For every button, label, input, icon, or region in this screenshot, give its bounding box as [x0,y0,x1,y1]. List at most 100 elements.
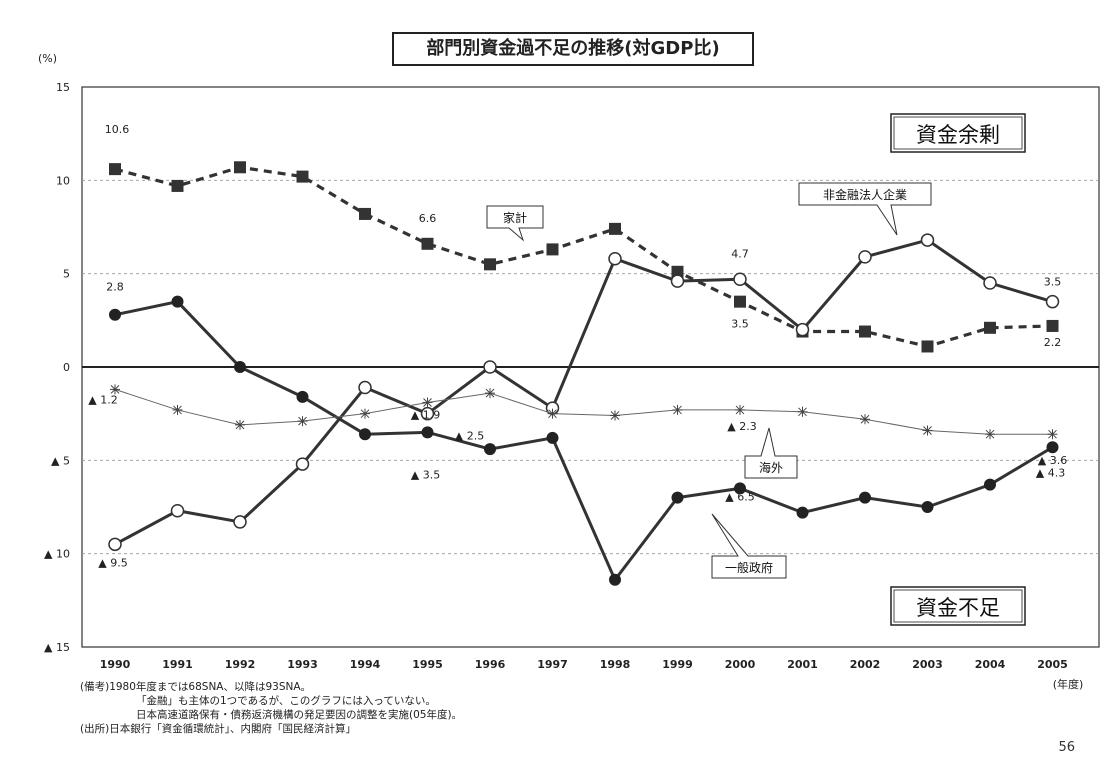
point-label: 3.5 [1044,276,1062,289]
point-marker [797,406,808,417]
point-marker [546,243,559,256]
point-label: ▲ 3.5 [411,468,440,481]
point-label: 4.7 [731,247,749,260]
point-marker [860,414,870,425]
point-marker [922,425,933,436]
notes: (備考)1980年度までは68SNA、以降は93SNA。 「金融」も主体の1つで… [80,680,462,736]
x-tick-label: 1995 [412,658,443,671]
point-label: 2.2 [1044,336,1062,349]
series-line [114,165,1053,349]
note-line-2: 「金融」も主体の1つであるが、このグラフには入っていない。 [136,695,436,707]
point-marker [671,491,684,504]
point-marker [1046,441,1059,454]
point-label: 2.8 [106,281,124,294]
callout-household-label: 家計 [503,210,527,225]
point-marker [983,276,997,290]
point-marker [485,388,495,399]
y-tick-label: 10 [56,174,70,187]
x-tick-label: 1997 [537,658,568,671]
point-marker [547,408,558,419]
point-marker [734,482,746,495]
point-marker [984,478,996,491]
point-label: 6.6 [419,212,437,225]
callout-government: 一般政府 [711,513,787,579]
note-line-1: (備考)1980年度までは68SNA、以降は93SNA。 [80,681,312,693]
point-marker [733,272,747,287]
point-marker [170,503,185,518]
point-marker [171,295,184,308]
point-marker [920,233,935,247]
point-marker [484,443,496,456]
point-marker [420,406,435,421]
y-axis-unit: (%) [38,52,57,65]
gridlines [82,179,1099,555]
point-marker [608,251,622,266]
callout-corporate-label: 非金融法人企業 [823,187,907,202]
point-marker [235,419,245,430]
point-marker [795,322,810,337]
x-tick-label: 1994 [350,658,381,671]
chart-title: 部門別資金過不足の推移(対GDP比) [392,32,754,66]
point-label: ▲ 4.3 [1036,466,1065,479]
point-marker [610,410,620,421]
surplus-label-box: 資金余剰 [890,113,1026,153]
point-marker [1046,319,1059,332]
y-axis-ticks: 15 10 5 0 ▲ 5 ▲ 10 ▲ 15 [44,81,70,654]
callout-foreign: 海外 [744,427,798,479]
surplus-label: 資金余剰 [916,123,1000,147]
point-marker [1047,429,1058,440]
point-marker [360,408,370,419]
point-label: ▲ 6.5 [725,490,754,503]
note-line-4: (出所)日本銀行「資金循環統計」、内閣府「国民経済計算」 [80,723,356,735]
y-tick-label: 0 [63,361,70,374]
point-marker [295,457,310,471]
point-label: ▲ 3.6 [1038,454,1067,467]
y-tick-label: 15 [56,81,70,94]
x-tick-label: 1990 [100,658,131,671]
point-marker [109,308,121,321]
point-label: 10.6 [105,123,130,136]
point-marker [359,207,371,220]
point-labels: 10.6 6.6 4.7 3.5 3.5 2.2 2.8 ▲ 1.2 ▲ 1.9 ▲ 2.5 ▲ 3… [88,123,1067,569]
note-line-3: 日本高速道路保有・債務返済機構の発足要因の調整を実施(05年度)。 [136,709,463,721]
x-tick-label: 2001 [787,658,818,671]
x-tick-label: 1991 [162,658,193,671]
callout-government-label: 一般政府 [725,560,773,575]
series-0 [109,161,1059,353]
deficit-label: 資金不足 [916,596,1000,620]
point-marker [421,237,434,250]
point-marker [297,416,308,427]
series-line [114,388,1053,435]
callout-corporate: 非金融法人企業 [798,182,932,236]
series-line [114,238,1053,546]
point-marker [921,340,934,353]
point-label: ▲ 9.5 [98,556,127,569]
series-3 [110,384,1058,440]
x-axis-unit: (年度) [1053,677,1084,691]
point-label: ▲ 1.9 [411,408,440,421]
point-marker [985,429,995,440]
point-marker [859,491,871,504]
x-tick-label: 2003 [912,658,943,671]
point-marker [234,361,246,373]
point-label: ▲ 2.3 [727,420,756,433]
point-marker [296,390,309,403]
point-marker [796,506,809,519]
series-layer [108,161,1060,586]
point-marker [109,163,121,176]
x-tick-label: 2002 [850,658,881,671]
point-marker [234,161,246,174]
y-tick-label: ▲ 10 [44,548,70,561]
point-marker [359,428,371,441]
point-marker [859,325,871,338]
y-tick-label: 5 [63,268,70,281]
callout-foreign-label: 海外 [759,460,783,475]
y-tick-label: ▲ 15 [44,641,70,654]
point-marker [609,573,621,586]
point-marker [670,274,685,288]
x-tick-label: 1992 [225,658,256,671]
point-marker [421,426,434,439]
point-marker [171,179,184,192]
deficit-label-box: 資金不足 [890,586,1026,626]
